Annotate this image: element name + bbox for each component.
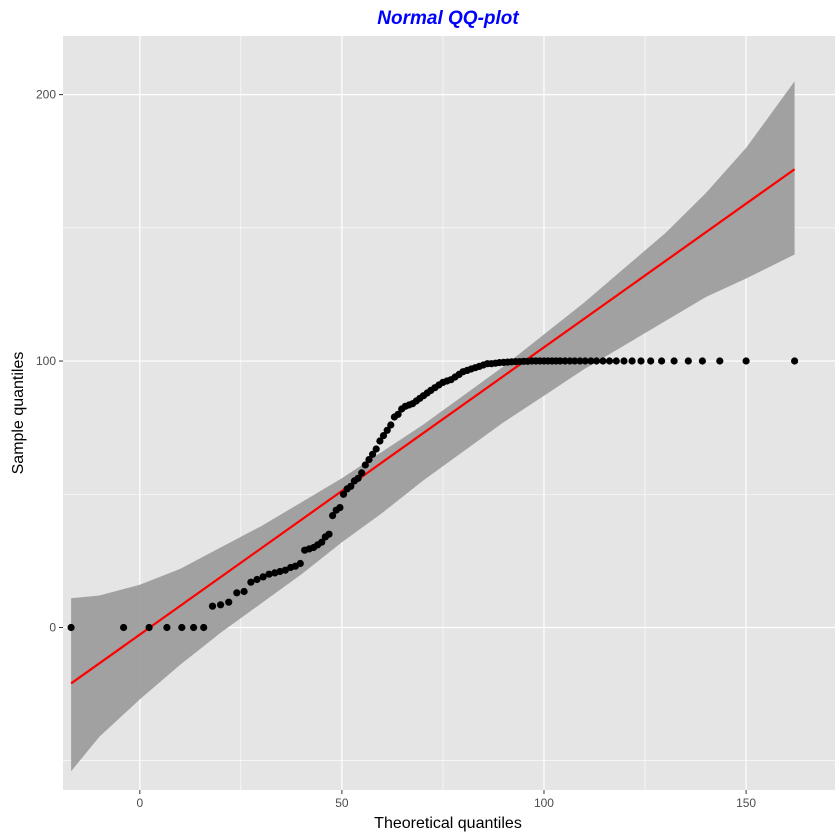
x-axis-title: Theoretical quantiles (374, 815, 522, 832)
data-point (225, 598, 233, 606)
data-point (376, 437, 384, 445)
data-point (628, 357, 636, 365)
data-point (145, 623, 153, 632)
data-point (339, 490, 348, 498)
y-axis-title: Sample quantiles (10, 352, 27, 475)
reference-line-segment (70, 168, 796, 685)
data-point (571, 357, 579, 365)
data-point (394, 410, 402, 418)
data-point (383, 426, 391, 434)
data-point (365, 456, 373, 464)
y-tick-label: 0 (49, 620, 56, 634)
data-point (233, 589, 241, 597)
data-point (587, 357, 595, 365)
data-point (605, 357, 614, 365)
data-point (576, 357, 584, 365)
chart-title: Normal QQ-plot (377, 8, 519, 29)
data-point (742, 357, 750, 365)
data-point (361, 461, 369, 469)
data-point (247, 578, 255, 586)
data-point (670, 357, 678, 365)
data-point (358, 469, 366, 477)
data-point (620, 357, 628, 365)
data-point (369, 450, 377, 458)
data-point (325, 530, 333, 538)
data-point (265, 570, 273, 578)
data-point (259, 573, 267, 581)
y-axis-ticks: 0 100 200 (36, 88, 63, 634)
data-point (178, 623, 186, 632)
data-point (296, 559, 304, 568)
data-point (217, 601, 225, 609)
data-point (581, 357, 589, 365)
data-point (387, 421, 395, 429)
data-point (372, 445, 380, 453)
data-point (592, 357, 601, 365)
data-point (347, 482, 355, 490)
data-point (612, 357, 620, 365)
data-point (599, 357, 607, 365)
data-point (658, 357, 666, 365)
data-point (354, 474, 362, 482)
data-point (240, 587, 248, 596)
y-tick-label: 100 (36, 354, 56, 368)
reference-line (70, 168, 796, 685)
data-point (684, 357, 692, 365)
data-point (281, 566, 289, 574)
data-point (336, 504, 344, 512)
x-tick-label: 100 (534, 796, 554, 810)
data-point (253, 575, 261, 584)
x-tick-label: 0 (136, 796, 143, 810)
data-point (208, 602, 217, 610)
data-point (329, 511, 337, 520)
data-point (190, 623, 198, 632)
data-point (200, 623, 208, 632)
data-point (379, 432, 388, 440)
data-point (647, 357, 655, 365)
data-point (120, 623, 128, 632)
y-tick-label: 200 (36, 88, 56, 102)
data-point (67, 623, 75, 632)
data-point (637, 357, 645, 365)
data-point (791, 357, 799, 365)
data-point (163, 623, 171, 632)
data-point (698, 357, 707, 365)
data-points (67, 357, 799, 632)
data-point (716, 357, 724, 365)
data-point (318, 538, 326, 546)
x-tick-label: 50 (335, 796, 349, 810)
x-axis-ticks: 0 50 100 150 (136, 790, 756, 810)
x-tick-label: 150 (736, 796, 756, 810)
